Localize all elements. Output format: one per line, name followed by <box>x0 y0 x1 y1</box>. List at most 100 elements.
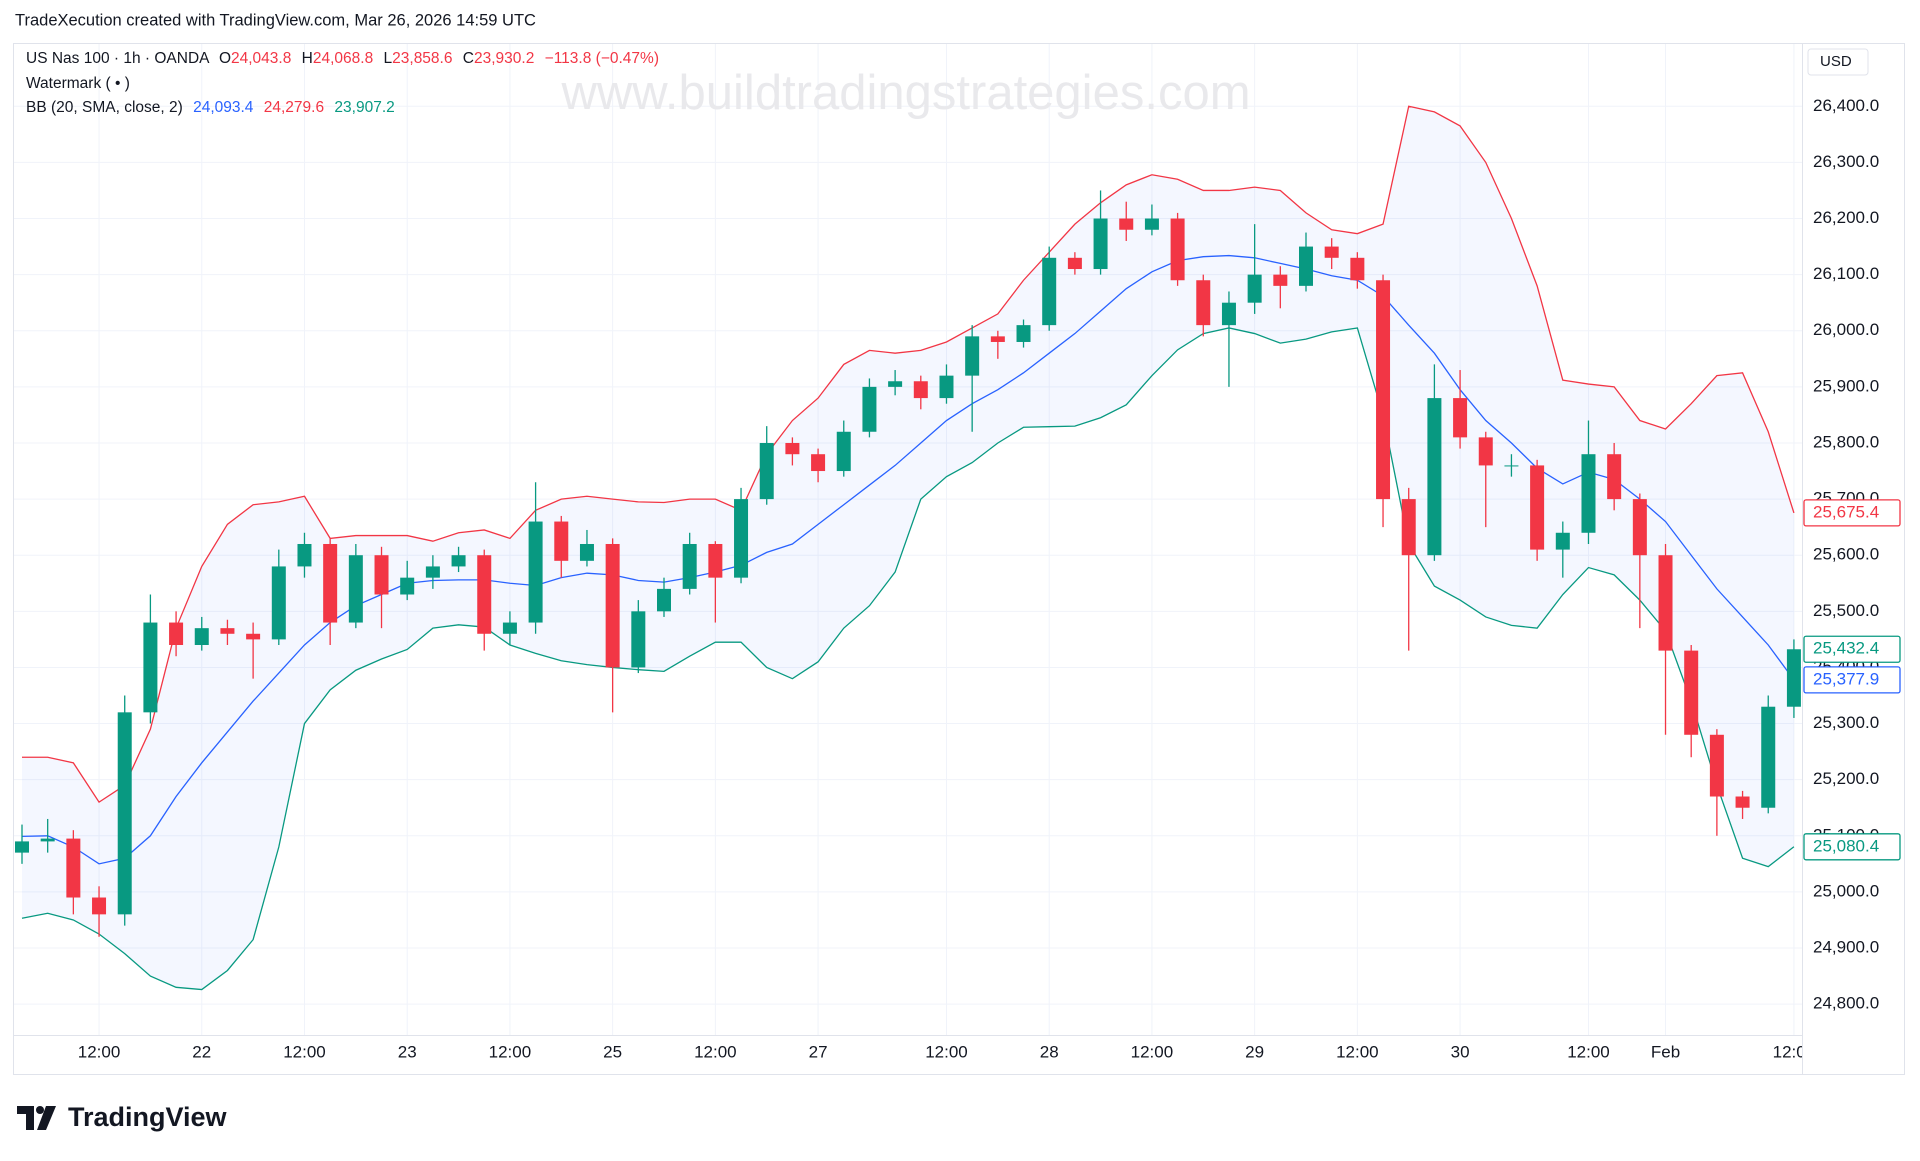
candle-body <box>246 633 261 640</box>
candle-body <box>502 622 517 634</box>
candle-body <box>1093 218 1108 270</box>
y-tick-label: 26,400.0 <box>1813 96 1879 115</box>
candle-body <box>759 442 774 500</box>
candle-body <box>1247 274 1262 303</box>
credit: TradeXecution created with TradingView.c… <box>15 11 536 29</box>
price-axis: 24,800.024,900.025,000.025,100.025,200.0… <box>1813 96 1879 1013</box>
candle-body <box>451 555 466 567</box>
candle-body <box>1299 246 1313 286</box>
candle-body <box>400 577 415 595</box>
ohlc-value: 23,930.2 <box>474 50 534 67</box>
candle-body <box>143 622 158 713</box>
candle-body <box>66 838 81 898</box>
x-tick-label: 30 <box>1451 1042 1470 1061</box>
price-tags: 25,675.4 25,432.4 25,377.9 25,080.4 <box>1803 499 1901 861</box>
ohlc-key: O <box>219 50 231 67</box>
currency-box[interactable] <box>1807 48 1869 76</box>
x-tick-label: 12:00 <box>925 1042 968 1061</box>
x-tick-label: 12:00 <box>78 1042 121 1061</box>
candle-body <box>836 431 851 472</box>
x-tick-label: 23 <box>398 1042 417 1061</box>
logo-dot <box>36 1106 44 1114</box>
y-tick-label: 26,100.0 <box>1813 264 1879 283</box>
candle-body <box>169 622 184 645</box>
candle-body <box>1478 437 1493 466</box>
time-axis: 12:00 22 12:00 23 12:00 25 12:00 27 12:00 28 12:00… <box>78 1042 1816 1061</box>
x-tick-label: 12:00 <box>1773 1042 1816 1061</box>
x-tick-label: 12:00 <box>1336 1042 1379 1061</box>
price-tag <box>1803 666 1901 694</box>
price-tag-label: 25,377.9 <box>1813 669 1879 688</box>
watermark: www.buildtradingstrategies.com <box>560 66 1250 120</box>
x-tick-label: 25 <box>603 1042 622 1061</box>
candle-body <box>1401 499 1416 556</box>
price-tag-label: 25,675.4 <box>1813 502 1879 521</box>
price-tag-label: 25,432.4 <box>1813 639 1879 658</box>
x-tick-label: 28 <box>1040 1042 1059 1061</box>
candle-body <box>477 555 492 634</box>
brand-logo <box>17 1106 56 1130</box>
legend-bb: BB (20, SMA, close, 2) 24,093.4 24,279.6… <box>26 99 395 116</box>
candle-body <box>990 336 1005 342</box>
currency[interactable]: USD <box>1820 53 1852 70</box>
y-tick-label: 25,800.0 <box>1813 432 1879 451</box>
candle-body <box>1607 454 1622 500</box>
candle-body <box>605 543 620 668</box>
candle-body <box>1427 398 1442 556</box>
candle-body <box>1170 218 1185 281</box>
candle-body <box>271 566 286 640</box>
candle-body <box>1144 218 1159 230</box>
candle-body <box>631 611 646 668</box>
y-tick-label: 25,000.0 <box>1813 881 1879 900</box>
band-upper <box>22 105 1795 804</box>
candle-body <box>1273 274 1288 286</box>
ohlc-key: C <box>463 50 474 67</box>
candle-body <box>1324 246 1339 258</box>
candle-body <box>554 521 569 561</box>
candle-body <box>117 712 132 915</box>
x-tick-label: 27 <box>809 1042 828 1061</box>
symbol: US Nas 100 · 1h · OANDA <box>26 50 210 67</box>
ohlc-value: 24,043.8 <box>231 50 291 67</box>
candle-body <box>579 543 594 561</box>
ohlc-value: 24,068.8 <box>313 50 373 67</box>
candle-body <box>657 588 671 612</box>
candle-body <box>40 838 55 842</box>
candle-body <box>297 543 312 567</box>
candle-body <box>1376 280 1391 500</box>
candle-body <box>1504 465 1519 467</box>
candle-body <box>1632 499 1647 556</box>
candle-body <box>939 375 954 399</box>
x-tick-label: 12:00 <box>694 1042 737 1061</box>
candle-body <box>1221 302 1236 326</box>
candle-body <box>785 442 800 455</box>
candle-body <box>1786 649 1801 707</box>
y-tick-label: 25,600.0 <box>1813 545 1879 564</box>
candle-body <box>348 555 363 623</box>
candle-body <box>15 841 29 853</box>
candle-body <box>425 566 440 578</box>
ohlc-key: L <box>384 50 393 67</box>
candle-body <box>682 543 697 589</box>
candle-body <box>734 499 749 578</box>
candle-body <box>528 521 543 623</box>
x-tick-label: 22 <box>192 1042 211 1061</box>
change: −113.8 (−0.47%) <box>545 50 659 67</box>
candle-body <box>1016 325 1031 342</box>
bb-label: BB (20, SMA, close, 2) <box>26 99 183 116</box>
chart-frame <box>13 43 1905 1075</box>
price-tag-label: 25,080.4 <box>1813 836 1879 855</box>
y-tick-label: 25,900.0 <box>1813 376 1879 395</box>
candle-body <box>862 386 877 432</box>
x-tick-label: 29 <box>1245 1042 1264 1061</box>
candle-body <box>194 628 209 645</box>
candle-body <box>1067 257 1082 270</box>
y-tick-label: 25,500.0 <box>1813 601 1879 620</box>
candle-body <box>888 381 903 387</box>
candle-body <box>1709 734 1724 797</box>
y-tick-label: 24,900.0 <box>1813 938 1879 957</box>
logo-mark <box>17 1106 34 1130</box>
candle-body <box>1196 280 1211 326</box>
y-tick-label: 26,000.0 <box>1813 320 1879 339</box>
